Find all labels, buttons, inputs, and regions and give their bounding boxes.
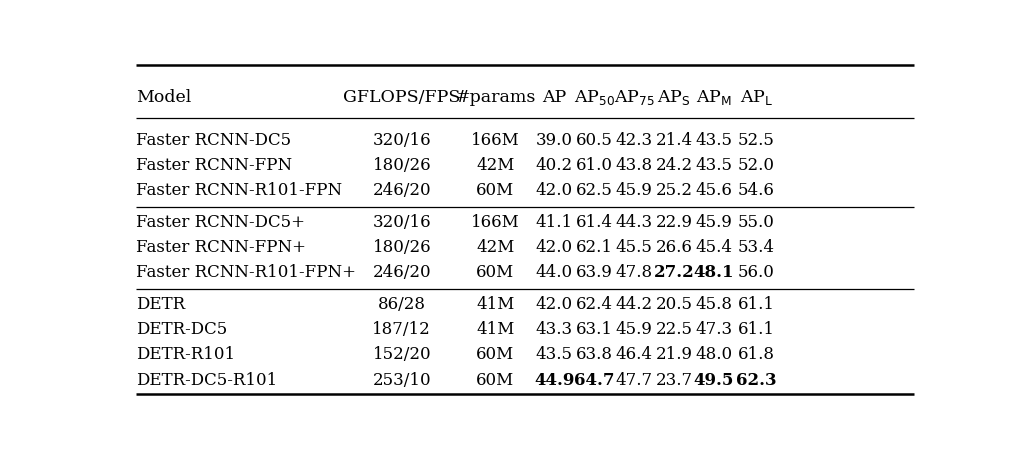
Text: 41.1: 41.1 — [536, 214, 572, 231]
Text: 39.0: 39.0 — [536, 132, 572, 149]
Text: 43.8: 43.8 — [615, 157, 653, 174]
Text: 42.0: 42.0 — [536, 239, 572, 256]
Text: 60M: 60M — [476, 264, 515, 281]
Text: 180/26: 180/26 — [373, 157, 431, 174]
Text: 47.8: 47.8 — [615, 264, 653, 281]
Text: 64.7: 64.7 — [574, 372, 614, 389]
Text: 40.2: 40.2 — [536, 157, 572, 174]
Text: DETR: DETR — [136, 296, 185, 313]
Text: GFLOPS/FPS: GFLOPS/FPS — [343, 89, 461, 106]
Text: 53.4: 53.4 — [738, 239, 775, 256]
Text: 63.1: 63.1 — [577, 321, 613, 338]
Text: 61.1: 61.1 — [738, 321, 775, 338]
Text: 22.5: 22.5 — [655, 321, 692, 338]
Text: 44.3: 44.3 — [615, 214, 653, 231]
Text: 86/28: 86/28 — [378, 296, 426, 313]
Text: 61.0: 61.0 — [577, 157, 613, 174]
Text: 43.5: 43.5 — [695, 132, 732, 149]
Text: 63.9: 63.9 — [577, 264, 613, 281]
Text: 25.2: 25.2 — [655, 182, 692, 199]
Text: Faster RCNN-R101-FPN: Faster RCNN-R101-FPN — [136, 182, 342, 199]
Text: 60M: 60M — [476, 372, 515, 389]
Text: 27.2: 27.2 — [653, 264, 694, 281]
Text: 55.0: 55.0 — [738, 214, 775, 231]
Text: 41M: 41M — [476, 296, 515, 313]
Text: 62.1: 62.1 — [577, 239, 613, 256]
Text: 49.5: 49.5 — [693, 372, 734, 389]
Text: 61.8: 61.8 — [738, 346, 775, 364]
Text: 43.5: 43.5 — [695, 157, 732, 174]
Text: DETR-R101: DETR-R101 — [136, 346, 236, 364]
Text: 45.5: 45.5 — [615, 239, 652, 256]
Text: 62.3: 62.3 — [736, 372, 777, 389]
Text: 44.0: 44.0 — [536, 264, 572, 281]
Text: 21.4: 21.4 — [655, 132, 692, 149]
Text: Faster RCNN-DC5: Faster RCNN-DC5 — [136, 132, 291, 149]
Text: AP$_{50}$: AP$_{50}$ — [574, 88, 615, 107]
Text: 56.0: 56.0 — [738, 264, 775, 281]
Text: 166M: 166M — [471, 132, 520, 149]
Text: 20.5: 20.5 — [655, 296, 692, 313]
Text: 42.0: 42.0 — [536, 296, 572, 313]
Text: 246/20: 246/20 — [373, 182, 431, 199]
Text: 61.1: 61.1 — [738, 296, 775, 313]
Text: 47.3: 47.3 — [695, 321, 732, 338]
Text: 246/20: 246/20 — [373, 264, 431, 281]
Text: 52.5: 52.5 — [738, 132, 775, 149]
Text: AP$_{75}$: AP$_{75}$ — [614, 88, 654, 107]
Text: 45.4: 45.4 — [695, 239, 732, 256]
Text: 24.2: 24.2 — [655, 157, 692, 174]
Text: 26.6: 26.6 — [655, 239, 692, 256]
Text: 45.9: 45.9 — [695, 214, 732, 231]
Text: #params: #params — [456, 89, 536, 106]
Text: 48.0: 48.0 — [695, 346, 732, 364]
Text: 45.6: 45.6 — [695, 182, 732, 199]
Text: 44.9: 44.9 — [534, 372, 574, 389]
Text: 43.5: 43.5 — [536, 346, 572, 364]
Text: 46.4: 46.4 — [615, 346, 653, 364]
Text: 44.2: 44.2 — [615, 296, 653, 313]
Text: 47.7: 47.7 — [615, 372, 653, 389]
Text: 166M: 166M — [471, 214, 520, 231]
Text: 253/10: 253/10 — [373, 372, 431, 389]
Text: 152/20: 152/20 — [373, 346, 431, 364]
Text: 62.4: 62.4 — [577, 296, 613, 313]
Text: 54.6: 54.6 — [738, 182, 775, 199]
Text: 23.7: 23.7 — [655, 372, 692, 389]
Text: 52.0: 52.0 — [738, 157, 775, 174]
Text: 45.8: 45.8 — [695, 296, 732, 313]
Text: DETR-DC5-R101: DETR-DC5-R101 — [136, 372, 278, 389]
Text: 320/16: 320/16 — [373, 132, 431, 149]
Text: 43.3: 43.3 — [536, 321, 572, 338]
Text: 63.8: 63.8 — [577, 346, 613, 364]
Text: AP$_\mathrm{M}$: AP$_\mathrm{M}$ — [695, 88, 731, 107]
Text: 320/16: 320/16 — [373, 214, 431, 231]
Text: 45.9: 45.9 — [615, 182, 652, 199]
Text: 62.5: 62.5 — [577, 182, 613, 199]
Text: AP$_\mathrm{L}$: AP$_\mathrm{L}$ — [740, 88, 773, 107]
Text: 42.0: 42.0 — [536, 182, 572, 199]
Text: 187/12: 187/12 — [373, 321, 431, 338]
Text: 41M: 41M — [476, 321, 515, 338]
Text: Faster RCNN-FPN: Faster RCNN-FPN — [136, 157, 292, 174]
Text: 22.9: 22.9 — [655, 214, 692, 231]
Text: 21.9: 21.9 — [655, 346, 692, 364]
Text: 61.4: 61.4 — [577, 214, 613, 231]
Text: AP$_\mathrm{S}$: AP$_\mathrm{S}$ — [657, 88, 691, 107]
Text: 42M: 42M — [476, 157, 515, 174]
Text: AP: AP — [542, 89, 566, 106]
Text: Faster RCNN-R101-FPN+: Faster RCNN-R101-FPN+ — [136, 264, 356, 281]
Text: 60M: 60M — [476, 182, 515, 199]
Text: 180/26: 180/26 — [373, 239, 431, 256]
Text: 45.9: 45.9 — [615, 321, 652, 338]
Text: 42M: 42M — [476, 239, 515, 256]
Text: DETR-DC5: DETR-DC5 — [136, 321, 227, 338]
Text: 60M: 60M — [476, 346, 515, 364]
Text: 60.5: 60.5 — [577, 132, 613, 149]
Text: Model: Model — [136, 89, 191, 106]
Text: Faster RCNN-FPN+: Faster RCNN-FPN+ — [136, 239, 306, 256]
Text: 42.3: 42.3 — [615, 132, 653, 149]
Text: Faster RCNN-DC5+: Faster RCNN-DC5+ — [136, 214, 305, 231]
Text: 48.1: 48.1 — [693, 264, 734, 281]
